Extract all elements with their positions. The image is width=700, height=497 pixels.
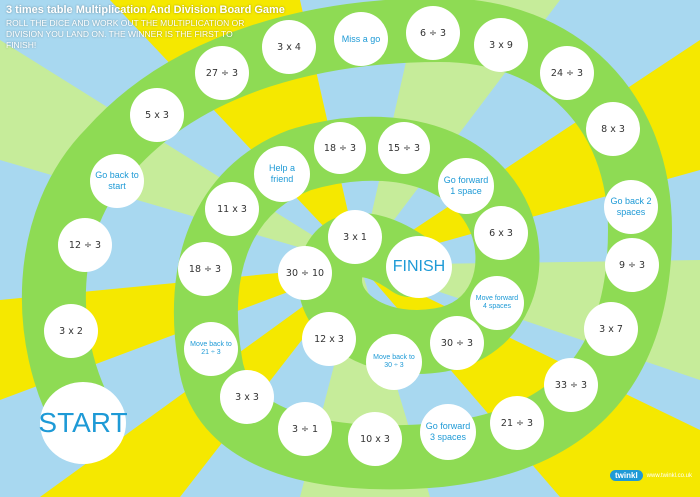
space-18[interactable]: 10 x 3 <box>348 412 402 466</box>
logo-brand: twinkl <box>610 470 643 481</box>
space-29[interactable]: Move forward 4 spaces <box>470 276 524 330</box>
space-23[interactable]: 11 x 3 <box>205 182 259 236</box>
space-31[interactable]: Move back to 30 ÷ 3 <box>366 334 422 390</box>
logo-url: www.twinkl.co.uk <box>646 472 693 479</box>
space-26[interactable]: 15 ÷ 3 <box>378 122 430 174</box>
game-title: 3 times table Multiplication And Divisio… <box>6 4 285 16</box>
space-34[interactable]: 3 x 1 <box>328 210 382 264</box>
space-16[interactable]: 21 ÷ 3 <box>490 396 544 450</box>
space-7[interactable]: Miss a go <box>334 12 388 66</box>
space-19[interactable]: 3 ÷ 1 <box>278 402 332 456</box>
space-22[interactable]: 18 ÷ 3 <box>178 242 232 296</box>
space-3[interactable]: Go back to start <box>90 154 144 208</box>
space-33[interactable]: 30 ÷ 10 <box>278 246 332 300</box>
twinkl-logo: twinkl www.twinkl.co.uk <box>610 470 692 481</box>
space-12[interactable]: Go back 2 spaces <box>604 180 658 234</box>
space-27[interactable]: Go forward 1 space <box>438 158 494 214</box>
space-20[interactable]: 3 x 3 <box>220 370 274 424</box>
space-start[interactable]: START <box>38 382 128 464</box>
space-13[interactable]: 9 ÷ 3 <box>605 238 659 292</box>
space-9[interactable]: 3 x 9 <box>474 18 528 72</box>
space-6[interactable]: 3 x 4 <box>262 20 316 74</box>
space-5[interactable]: 27 ÷ 3 <box>195 46 249 100</box>
space-2[interactable]: 12 ÷ 3 <box>58 218 112 272</box>
space-14[interactable]: 3 x 7 <box>584 302 638 356</box>
space-17[interactable]: Go forward 3 spaces <box>420 404 476 460</box>
space-32[interactable]: 12 x 3 <box>302 312 356 366</box>
space-15[interactable]: 33 ÷ 3 <box>544 358 598 412</box>
space-28[interactable]: 6 x 3 <box>474 206 528 260</box>
space-10[interactable]: 24 ÷ 3 <box>540 46 594 100</box>
space-21[interactable]: Move back to 21 ÷ 3 <box>184 322 238 376</box>
space-4[interactable]: 5 x 3 <box>130 88 184 142</box>
space-30[interactable]: 30 ÷ 3 <box>430 316 484 370</box>
space-24[interactable]: Help a friend <box>254 146 310 202</box>
space-1[interactable]: 3 x 2 <box>44 304 98 358</box>
space-finish[interactable]: FINISH <box>386 236 452 298</box>
space-25[interactable]: 18 ÷ 3 <box>314 122 366 174</box>
space-11[interactable]: 8 x 3 <box>586 102 640 156</box>
space-8[interactable]: 6 ÷ 3 <box>406 6 460 60</box>
game-instructions: Roll the dice and work out the multiplic… <box>6 18 245 50</box>
